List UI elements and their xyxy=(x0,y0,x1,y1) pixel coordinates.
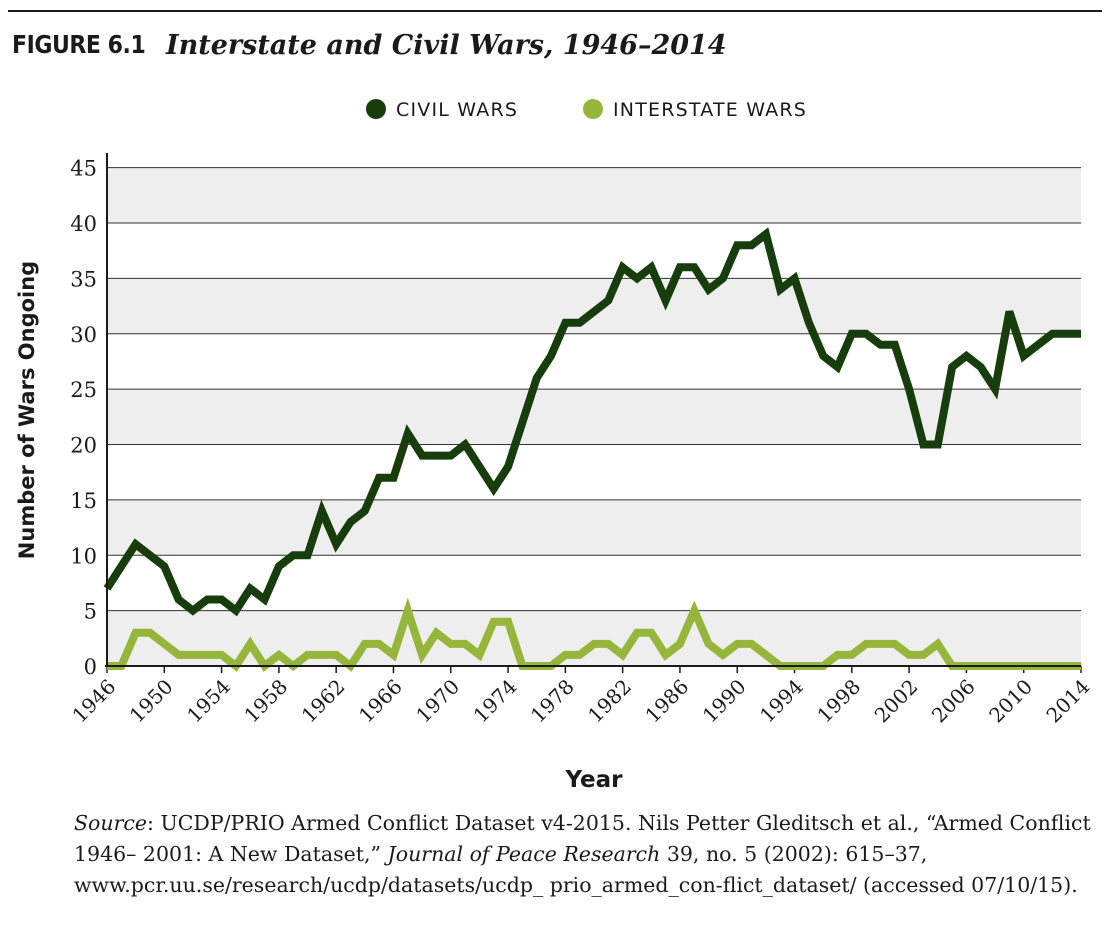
x-tick-label: 1986 xyxy=(640,674,693,727)
source-lead: Source xyxy=(74,811,148,835)
y-tick-label: 10 xyxy=(70,544,97,568)
x-tick-label: 1970 xyxy=(411,674,464,727)
x-tick-label: 1998 xyxy=(812,674,865,727)
grid-band xyxy=(107,499,1081,556)
x-tick-group: 1950 xyxy=(125,674,178,727)
figure-label: FIGURE 6.1 xyxy=(12,30,146,59)
y-tick-label: 20 xyxy=(70,434,97,458)
x-tick-label: 2002 xyxy=(870,674,923,727)
x-tick-group: 1966 xyxy=(354,674,407,727)
grid-band xyxy=(107,167,1081,223)
x-tick-label: 1994 xyxy=(755,674,808,727)
source-text-1: : UCDP/PRIO Armed Conflict Dataset v4-20… xyxy=(74,811,1091,866)
x-tick-group: 1962 xyxy=(297,674,350,727)
x-tick-group: 1998 xyxy=(812,674,865,727)
x-axis-label: Year xyxy=(564,767,623,793)
x-tick-label: 1990 xyxy=(698,674,751,727)
source-note: Source: UCDP/PRIO Armed Conflict Dataset… xyxy=(74,808,1094,901)
x-tick-label: 1978 xyxy=(526,674,579,727)
x-tick-label: 1982 xyxy=(583,674,636,727)
x-tick-group: 1954 xyxy=(182,674,235,727)
x-tick-label: 1954 xyxy=(182,674,235,727)
source-journal: Journal of Peace Research xyxy=(387,842,661,866)
x-tick-group: 1978 xyxy=(526,674,579,727)
grid-band-top xyxy=(107,153,1081,168)
legend-civil-label: CIVIL WARS xyxy=(396,99,518,121)
x-tick-group: 1974 xyxy=(469,674,522,727)
x-tick-group: 1946 xyxy=(67,674,120,727)
x-tick-group: 1990 xyxy=(698,674,751,727)
y-tick-label: 30 xyxy=(70,323,97,347)
grid-band xyxy=(107,278,1081,334)
x-tick-label: 1962 xyxy=(297,674,350,727)
grid-band xyxy=(107,610,1081,666)
x-tick-group: 2014 xyxy=(1041,674,1094,727)
y-tick-label: 45 xyxy=(70,157,97,181)
y-axis-label-group: Number of Wars Ongoing xyxy=(15,261,39,559)
x-tick-group: 1994 xyxy=(755,674,808,727)
top-rule xyxy=(8,10,1102,12)
civil-wars-line xyxy=(103,227,1081,617)
x-tick-group: 2006 xyxy=(927,674,980,727)
x-tick-group: 1986 xyxy=(640,674,693,727)
x-tick-group: 2010 xyxy=(984,674,1037,727)
x-tick-label: 2006 xyxy=(927,674,980,727)
legend-civil-marker xyxy=(366,99,386,119)
x-tick-label: 1966 xyxy=(354,674,407,727)
legend-interstate-marker xyxy=(583,99,603,119)
legend-interstate-label: INTERSTATE WARS xyxy=(613,99,807,121)
x-tick-group: 1970 xyxy=(411,674,464,727)
y-tick-label: 0 xyxy=(84,655,97,679)
interstate-wars-line xyxy=(107,597,1081,672)
x-tick-label: 1958 xyxy=(239,674,292,727)
x-tick-label: 1950 xyxy=(125,674,178,727)
y-axis-label: Number of Wars Ongoing xyxy=(15,261,39,559)
x-tick-group: 2002 xyxy=(870,674,923,727)
y-tick-label: 15 xyxy=(70,489,97,513)
grid-band xyxy=(107,389,1081,445)
y-tick-label: 25 xyxy=(70,378,97,402)
figure-title: Interstate and Civil Wars, 1946–2014 xyxy=(166,30,727,61)
x-tick-label: 2010 xyxy=(984,674,1037,727)
x-tick-label: 2014 xyxy=(1041,674,1094,727)
y-tick-label: 40 xyxy=(70,212,97,236)
source-text-2: 39, no. 5 (2002): 615–37, www.pcr.uu.se/… xyxy=(74,842,1078,897)
y-tick-label: 35 xyxy=(70,267,97,291)
x-tick-group: 1982 xyxy=(583,674,636,727)
x-tick-label: 1946 xyxy=(67,674,120,727)
x-tick-label: 1974 xyxy=(469,674,522,727)
y-tick-label: 5 xyxy=(84,600,97,624)
x-tick-group: 1958 xyxy=(239,674,292,727)
